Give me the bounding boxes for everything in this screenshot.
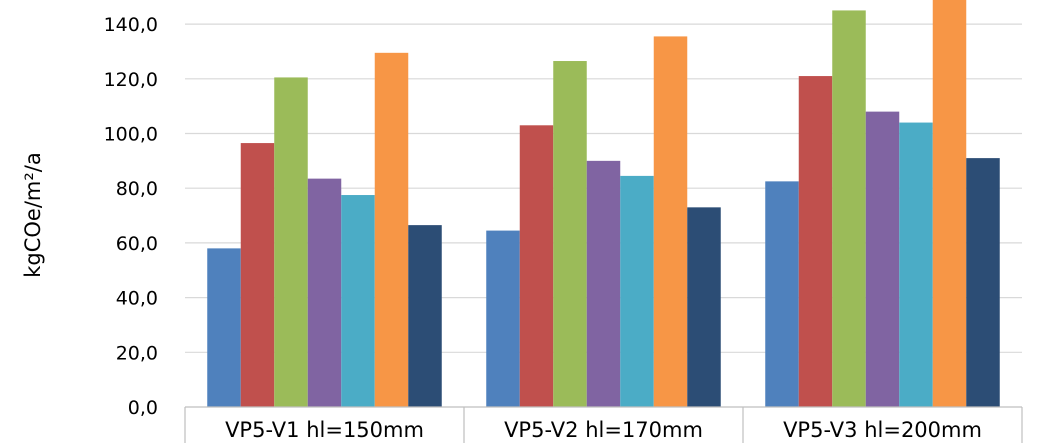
y-tick-label: 20,0 — [116, 342, 158, 364]
bar — [966, 158, 1000, 407]
bar — [374, 52, 409, 407]
bar — [798, 76, 833, 407]
bar — [586, 160, 621, 407]
bar — [832, 10, 866, 408]
bar — [687, 207, 721, 407]
bar — [408, 225, 442, 407]
bar — [341, 195, 375, 407]
y-tick-label: 60,0 — [116, 233, 158, 255]
bar — [307, 178, 342, 407]
bar — [865, 111, 900, 408]
y-tick-label: 100,0 — [104, 124, 158, 146]
bar — [207, 248, 241, 407]
y-tick-label: 80,0 — [116, 178, 158, 200]
bar — [240, 143, 275, 407]
y-tick-label: 40,0 — [116, 288, 158, 310]
bar — [765, 181, 799, 407]
x-category-label: VP5-V2 hl=170mm — [504, 418, 703, 442]
bar — [486, 230, 520, 407]
y-tick-label: 0,0 — [128, 397, 158, 419]
x-category-label: VP5-V3 hl=200mm — [783, 418, 982, 442]
bar — [932, 0, 967, 407]
bar — [519, 125, 554, 408]
y-tick-label: 120,0 — [104, 69, 158, 91]
bar — [553, 61, 587, 408]
axes — [184, 406, 1023, 443]
bar — [274, 77, 308, 408]
bar — [620, 175, 654, 407]
x-category-label: VP5-V1 hl=150mm — [225, 418, 424, 442]
bars — [207, 0, 1000, 408]
y-axis-title: kgCOe/m²/a — [21, 152, 45, 278]
y-tick-label: 140,0 — [104, 14, 158, 36]
bar — [899, 122, 933, 407]
bar — [653, 36, 688, 407]
labels: 0,0 20,0 40,0 60,0 80,0 100,0 120,0 140,0 VP5-V1… — [104, 14, 982, 442]
